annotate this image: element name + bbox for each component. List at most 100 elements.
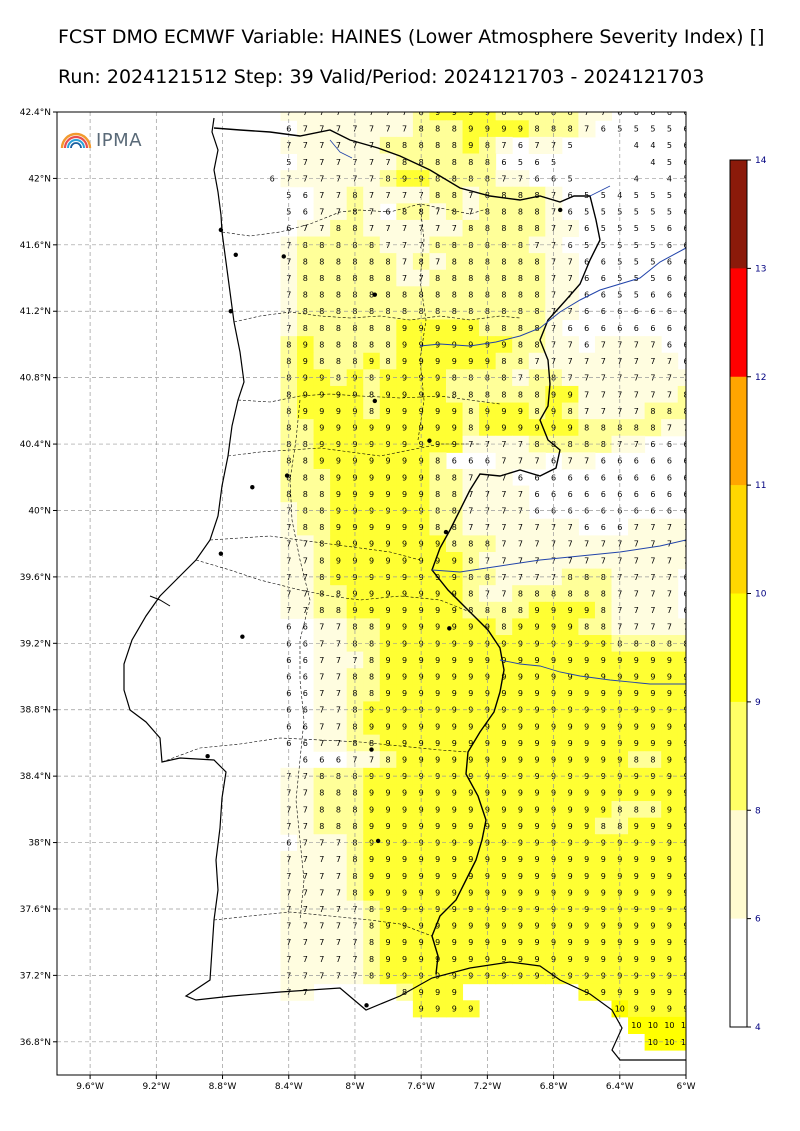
haines-cell	[512, 734, 530, 752]
haines-cell	[578, 684, 596, 702]
haines-cell	[363, 419, 381, 437]
haines-value: 9	[452, 839, 457, 848]
haines-value: 9	[683, 805, 688, 814]
haines-cell	[379, 933, 397, 951]
haines-value: 9	[369, 722, 374, 731]
haines-cell	[313, 502, 331, 520]
haines-cell	[330, 468, 348, 487]
haines-cell	[313, 219, 331, 238]
haines-cell	[330, 850, 348, 868]
haines-value: 9	[683, 971, 688, 980]
haines-cell	[445, 203, 464, 221]
haines-value: 9	[452, 855, 457, 864]
haines-value: 10	[648, 1038, 658, 1047]
haines-value: 9	[419, 639, 424, 648]
haines-value: 9	[402, 324, 407, 333]
haines-cell	[495, 601, 513, 619]
lon-tick-label: 8°W	[345, 1082, 364, 1092]
haines-cell	[677, 784, 686, 802]
haines-cell	[330, 884, 348, 902]
haines-cell	[429, 352, 447, 370]
haines-value: 7	[534, 141, 539, 150]
haines-value: 7	[336, 706, 341, 715]
haines-value: 9	[518, 673, 523, 682]
haines-cell	[396, 668, 414, 686]
haines-cell	[330, 933, 348, 951]
haines-value: 8	[452, 506, 457, 515]
haines-value: 9	[634, 955, 639, 964]
haines-value: 7	[501, 556, 506, 565]
lat-tick-label: 36.8°N	[20, 1038, 51, 1048]
haines-value: 8	[386, 324, 391, 333]
haines-cell	[495, 767, 513, 785]
haines-value: 7	[319, 108, 324, 117]
haines-value: 9	[518, 839, 523, 848]
haines-value: 9	[650, 673, 655, 682]
haines-value: 9	[352, 590, 357, 599]
haines-value: 7	[468, 506, 473, 515]
haines-value: 9	[584, 888, 589, 897]
haines-value: 9	[452, 822, 457, 831]
haines-cell	[512, 751, 530, 769]
haines-value: 9	[402, 590, 407, 599]
haines-cell	[445, 1000, 464, 1018]
haines-value: 9	[452, 756, 457, 765]
haines-cell	[396, 153, 414, 171]
haines-cell	[445, 269, 464, 287]
haines-cell	[545, 585, 563, 603]
haines-value: 9	[501, 805, 506, 814]
haines-value: 9	[534, 839, 539, 848]
haines-cell	[528, 302, 546, 321]
haines-cell	[396, 585, 414, 603]
haines-value: 6	[667, 506, 672, 515]
haines-value: 6	[534, 473, 539, 482]
haines-cell	[297, 136, 315, 155]
haines-value: 9	[485, 357, 490, 366]
haines-value: 8	[286, 407, 291, 416]
haines-value: 9	[683, 922, 688, 931]
haines-cell	[561, 452, 579, 470]
haines-value: 9	[534, 673, 539, 682]
haines-value: 6	[303, 739, 308, 748]
haines-cell	[346, 112, 364, 121]
haines-value: 7	[617, 407, 622, 416]
haines-value: 9	[352, 457, 357, 466]
haines-value: 9	[568, 839, 573, 848]
haines-value: 7	[667, 623, 672, 632]
haines-cell	[379, 601, 397, 619]
haines-cell	[644, 402, 662, 420]
haines-cell	[528, 336, 546, 354]
haines-cell	[545, 402, 563, 420]
haines-cell	[661, 850, 679, 868]
haines-value: 7	[683, 523, 688, 532]
haines-cell	[445, 535, 464, 553]
haines-cell	[445, 402, 464, 420]
haines-value: 6	[650, 307, 655, 316]
haines-cell	[594, 884, 613, 902]
haines-cell	[578, 900, 596, 918]
haines-value: 7	[667, 573, 672, 582]
haines-value: 5	[601, 191, 606, 200]
haines-cell	[677, 535, 686, 553]
haines-cell	[594, 950, 613, 968]
haines-cell	[561, 850, 579, 868]
haines-value: 9	[584, 756, 589, 765]
haines-value: 7	[369, 174, 374, 183]
haines-value: 8	[518, 291, 523, 300]
haines-cell	[429, 817, 447, 835]
haines-cell	[412, 452, 430, 470]
haines-cell	[661, 950, 679, 968]
haines-value: 9	[386, 739, 391, 748]
haines-cell	[363, 203, 381, 221]
haines-value: 8	[336, 772, 341, 781]
haines-value: 9	[667, 772, 672, 781]
haines-cell	[462, 319, 480, 337]
haines-cell	[512, 884, 530, 902]
haines-cell	[495, 518, 513, 536]
haines-cell	[379, 950, 397, 968]
haines-cell	[528, 801, 546, 819]
haines-cell	[479, 668, 497, 686]
haines-cell	[363, 568, 381, 586]
haines-value: 9	[468, 673, 473, 682]
haines-value: 9	[518, 805, 523, 814]
